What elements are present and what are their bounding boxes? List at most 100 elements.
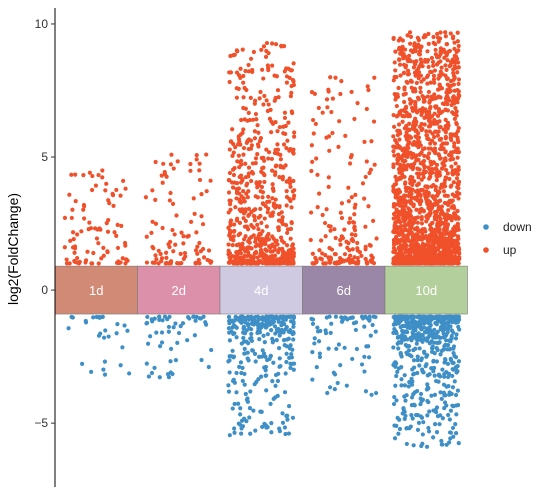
down-point: [431, 340, 437, 345]
up-point: [438, 69, 443, 74]
down-point: [102, 372, 108, 377]
up-point: [333, 75, 338, 80]
up-point: [429, 114, 435, 119]
up-point: [398, 220, 403, 225]
up-point: [427, 174, 433, 179]
up-point: [160, 180, 165, 185]
up-point: [268, 130, 274, 135]
down-point: [281, 317, 286, 322]
up-point: [266, 150, 272, 155]
up-point: [270, 182, 275, 187]
up-point: [226, 242, 231, 247]
up-point: [292, 188, 297, 193]
up-point: [434, 234, 439, 239]
up-point: [73, 199, 78, 204]
up-point: [230, 259, 236, 264]
up-point: [242, 117, 247, 122]
up-point: [330, 96, 335, 101]
down-point: [239, 320, 244, 325]
up-point: [357, 250, 362, 255]
down-point: [100, 314, 105, 320]
down-point: [327, 385, 333, 390]
up-point: [86, 227, 91, 232]
up-point: [179, 230, 184, 235]
down-point: [394, 373, 399, 379]
up-point: [445, 171, 450, 176]
down-point: [448, 436, 453, 441]
down-point: [448, 356, 453, 361]
up-point: [425, 193, 431, 198]
up-point: [323, 252, 328, 258]
down-point: [199, 357, 204, 363]
down-point: [232, 380, 237, 385]
up-point: [282, 115, 288, 121]
up-point: [284, 179, 289, 184]
up-point: [242, 85, 247, 91]
down-point: [392, 314, 397, 319]
up-point: [437, 137, 442, 142]
up-point: [395, 157, 401, 163]
up-point: [92, 226, 98, 231]
up-point: [239, 117, 244, 123]
up-point: [207, 258, 212, 264]
category-band-4d: [219, 265, 303, 315]
down-point: [404, 441, 409, 447]
up-point: [291, 79, 296, 84]
up-point: [107, 201, 112, 206]
up-point: [245, 181, 250, 186]
up-point: [432, 202, 437, 207]
down-point: [446, 412, 451, 418]
down-point: [397, 315, 403, 321]
down-point: [343, 315, 348, 320]
up-point: [416, 38, 421, 43]
up-point: [448, 135, 453, 140]
down-point: [416, 420, 422, 425]
up-point: [64, 257, 69, 262]
up-point: [324, 207, 329, 212]
up-point: [285, 138, 290, 143]
up-point: [241, 80, 246, 85]
down-point: [362, 369, 367, 374]
up-point: [276, 225, 281, 230]
up-point: [75, 232, 80, 237]
up-point: [450, 95, 456, 100]
down-point: [262, 421, 267, 426]
up-point: [158, 251, 163, 257]
up-point: [438, 156, 443, 161]
up-point: [204, 189, 209, 194]
up-point: [75, 255, 80, 261]
up-point: [238, 180, 244, 185]
down-point: [331, 370, 336, 375]
up-point: [412, 59, 417, 65]
up-point: [405, 68, 411, 73]
up-point: [171, 166, 176, 171]
up-point: [455, 30, 460, 35]
up-point: [241, 145, 247, 151]
up-point: [436, 152, 441, 157]
up-point: [408, 208, 413, 214]
down-point: [338, 363, 343, 368]
up-point: [229, 235, 234, 240]
up-point: [429, 69, 434, 75]
up-point: [393, 49, 398, 54]
up-point: [433, 184, 438, 189]
down-point: [445, 361, 451, 367]
up-point: [276, 218, 282, 223]
up-point: [434, 162, 440, 167]
up-point: [264, 224, 269, 229]
down-point: [446, 319, 451, 324]
up-point: [445, 120, 451, 125]
down-point: [263, 368, 268, 373]
up-point: [396, 145, 401, 150]
up-point: [434, 62, 440, 67]
up-point: [403, 246, 408, 251]
down-point: [450, 360, 455, 365]
up-point: [409, 223, 414, 228]
up-point: [422, 122, 427, 127]
up-point: [252, 101, 257, 106]
down-point: [391, 345, 396, 350]
up-point: [417, 140, 422, 145]
down-point: [438, 335, 443, 340]
down-point: [234, 390, 239, 395]
